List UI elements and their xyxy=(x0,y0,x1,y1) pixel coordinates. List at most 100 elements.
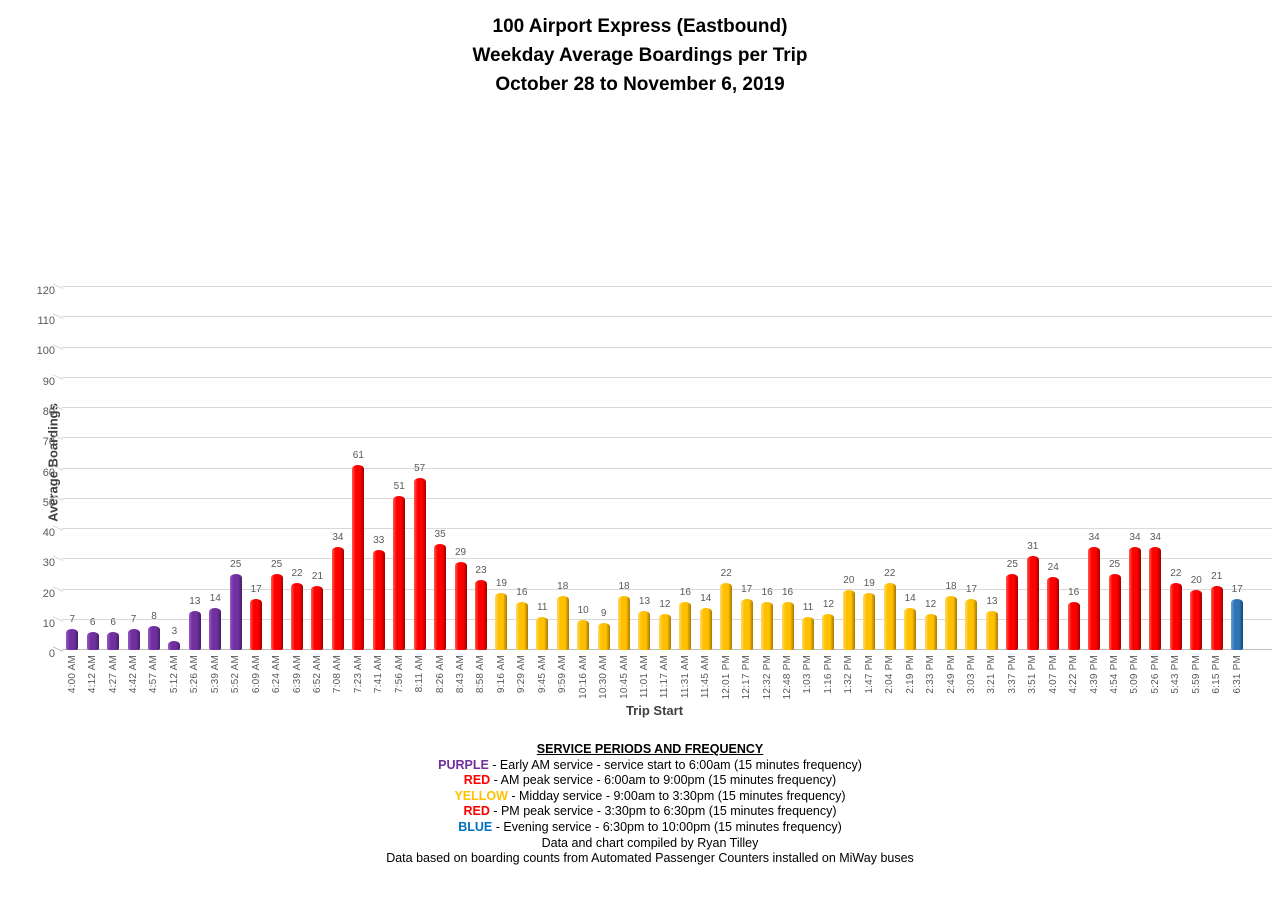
bar-slot-6-09-AM: 17 xyxy=(246,287,266,650)
bar-value-label: 19 xyxy=(495,577,507,589)
x-tick-text: 6:09 AM xyxy=(250,655,262,694)
bar-slot-2-33-PM: 12 xyxy=(920,287,940,650)
x-tick-text: 5:26 PM xyxy=(1149,655,1161,694)
legend-items: PURPLE - Early AM service - service star… xyxy=(20,758,1280,836)
bar-slot-6-31-PM: 17 xyxy=(1227,287,1247,650)
bar-value-label: 6 xyxy=(110,616,116,628)
bar-value-label: 25 xyxy=(271,559,283,571)
x-tick-label: 7:41 AM xyxy=(369,655,389,693)
bar xyxy=(352,465,365,650)
bar-slot-3-03-PM: 17 xyxy=(961,287,981,650)
x-tick-label: 11:17 AM xyxy=(655,655,675,698)
bar-slot-4-42-AM: 7 xyxy=(123,287,143,650)
bar-slot-4-22-PM: 16 xyxy=(1063,287,1083,650)
bar xyxy=(638,610,651,650)
bar-slot-8-58-AM: 23 xyxy=(471,287,491,650)
legend-color-word: PURPLE xyxy=(438,757,489,772)
x-tick-label: 11:01 AM xyxy=(634,655,654,698)
x-tick-label: 4:27 AM xyxy=(103,655,123,693)
x-tick-text: 11:31 AM xyxy=(679,655,691,699)
x-tick-label: 6:24 AM xyxy=(266,655,286,693)
bar-slot-1-47-PM: 19 xyxy=(859,287,879,650)
x-tick-text: 5:26 AM xyxy=(189,655,201,694)
x-tick-label: 6:31 PM xyxy=(1227,655,1247,694)
bar-slot-3-21-PM: 13 xyxy=(982,287,1002,650)
legend-line-3: YELLOW - Midday service - 9:00am to 3:30… xyxy=(20,789,1280,805)
bar xyxy=(454,562,467,650)
bar-slot-9-16-AM: 19 xyxy=(491,287,511,650)
x-tick-label: 11:31 AM xyxy=(675,655,695,698)
x-tick-text: 12:01 PM xyxy=(720,655,732,700)
bar xyxy=(1006,574,1019,650)
bar-slot-6-24-AM: 25 xyxy=(266,287,286,650)
bar-slot-1-32-PM: 20 xyxy=(839,287,859,650)
bar xyxy=(1169,583,1182,650)
bar-slot-5-52-AM: 25 xyxy=(226,287,246,650)
x-tick-label: 1:32 PM xyxy=(839,655,859,694)
y-tick-label-120: 120 xyxy=(36,285,55,297)
y-tick-label-50: 50 xyxy=(42,496,55,509)
gridline-100 xyxy=(62,346,1272,348)
bar-slot-9-59-AM: 18 xyxy=(553,287,573,650)
bar xyxy=(86,631,99,650)
bar-value-label: 21 xyxy=(311,571,324,583)
x-tick-label: 3:21 PM xyxy=(982,655,1002,694)
x-tick-text: 1:47 PM xyxy=(863,655,875,694)
bar-value-label: 25 xyxy=(1006,559,1018,571)
bar-value-label: 34 xyxy=(1149,532,1161,544)
x-tick-label: 5:52 AM xyxy=(226,655,246,693)
bar xyxy=(188,610,201,650)
legend: SERVICE PERIODS AND FREQUENCY PURPLE - E… xyxy=(20,742,1280,867)
x-tick-label: 4:54 PM xyxy=(1104,655,1124,694)
bar xyxy=(474,580,487,650)
bar xyxy=(577,619,590,650)
x-tick-text: 6:39 AM xyxy=(291,655,303,694)
x-tick-label: 3:37 PM xyxy=(1002,655,1022,694)
bar-value-label: 7 xyxy=(69,613,75,625)
bar-value-label: 17 xyxy=(1231,583,1243,595)
bar-value-label: 24 xyxy=(1047,562,1059,574)
bar-value-label: 18 xyxy=(618,580,630,592)
bar xyxy=(66,628,79,650)
x-tick-label: 4:57 AM xyxy=(144,655,164,693)
bar xyxy=(229,574,242,650)
x-tick-text: 9:45 AM xyxy=(536,655,548,694)
bar xyxy=(168,640,181,650)
bar-value-label: 6 xyxy=(89,616,96,628)
x-tick-label: 3:03 PM xyxy=(961,655,981,694)
x-tick-text: 11:17 AM xyxy=(659,655,671,699)
bar xyxy=(597,622,610,650)
gridline-40 xyxy=(62,528,1272,529)
x-tick-text: 5:52 AM xyxy=(230,655,242,694)
legend-credit-2: Data based on boarding counts from Autom… xyxy=(386,851,914,866)
x-tick-text: 2:04 PM xyxy=(884,655,896,694)
x-tick-text: 2:33 PM xyxy=(925,655,937,694)
x-tick-text: 4:12 AM xyxy=(87,655,99,694)
x-tick-text: 7:56 AM xyxy=(393,655,405,694)
x-tick-text: 9:16 AM xyxy=(495,655,507,694)
bar-value-label: 3 xyxy=(171,625,178,637)
bar-value-label: 61 xyxy=(352,450,364,462)
bar-slot-6-39-AM: 22 xyxy=(287,287,307,650)
legend-text: - PM peak service - 3:30pm to 6:30pm (15… xyxy=(489,804,837,819)
x-tick-label: 8:26 AM xyxy=(430,655,450,693)
bar-value-label: 16 xyxy=(679,586,691,598)
x-tick-text: 1:32 PM xyxy=(843,655,855,694)
legend-color-word: BLUE xyxy=(458,819,493,834)
x-tick-label: 4:00 AM xyxy=(62,655,82,693)
bar xyxy=(863,592,876,650)
bar xyxy=(1190,589,1203,650)
bar-value-label: 17 xyxy=(250,583,262,595)
x-tick-text: 4:57 AM xyxy=(148,655,160,694)
legend-color-word: RED xyxy=(463,804,490,819)
x-axis-title: Trip Start xyxy=(625,703,684,718)
bar-slot-5-12-AM: 3 xyxy=(164,287,184,650)
bar-value-label: 16 xyxy=(761,586,773,598)
gridline-60 xyxy=(62,467,1272,469)
bar-value-label: 18 xyxy=(945,580,957,592)
x-tick-text: 9:29 AM xyxy=(516,655,528,694)
bar-slot-12-48-PM: 16 xyxy=(777,287,797,650)
bar xyxy=(945,595,958,650)
x-tick-label: 9:59 AM xyxy=(553,655,573,693)
bar-slot-7-56-AM: 51 xyxy=(389,287,409,650)
